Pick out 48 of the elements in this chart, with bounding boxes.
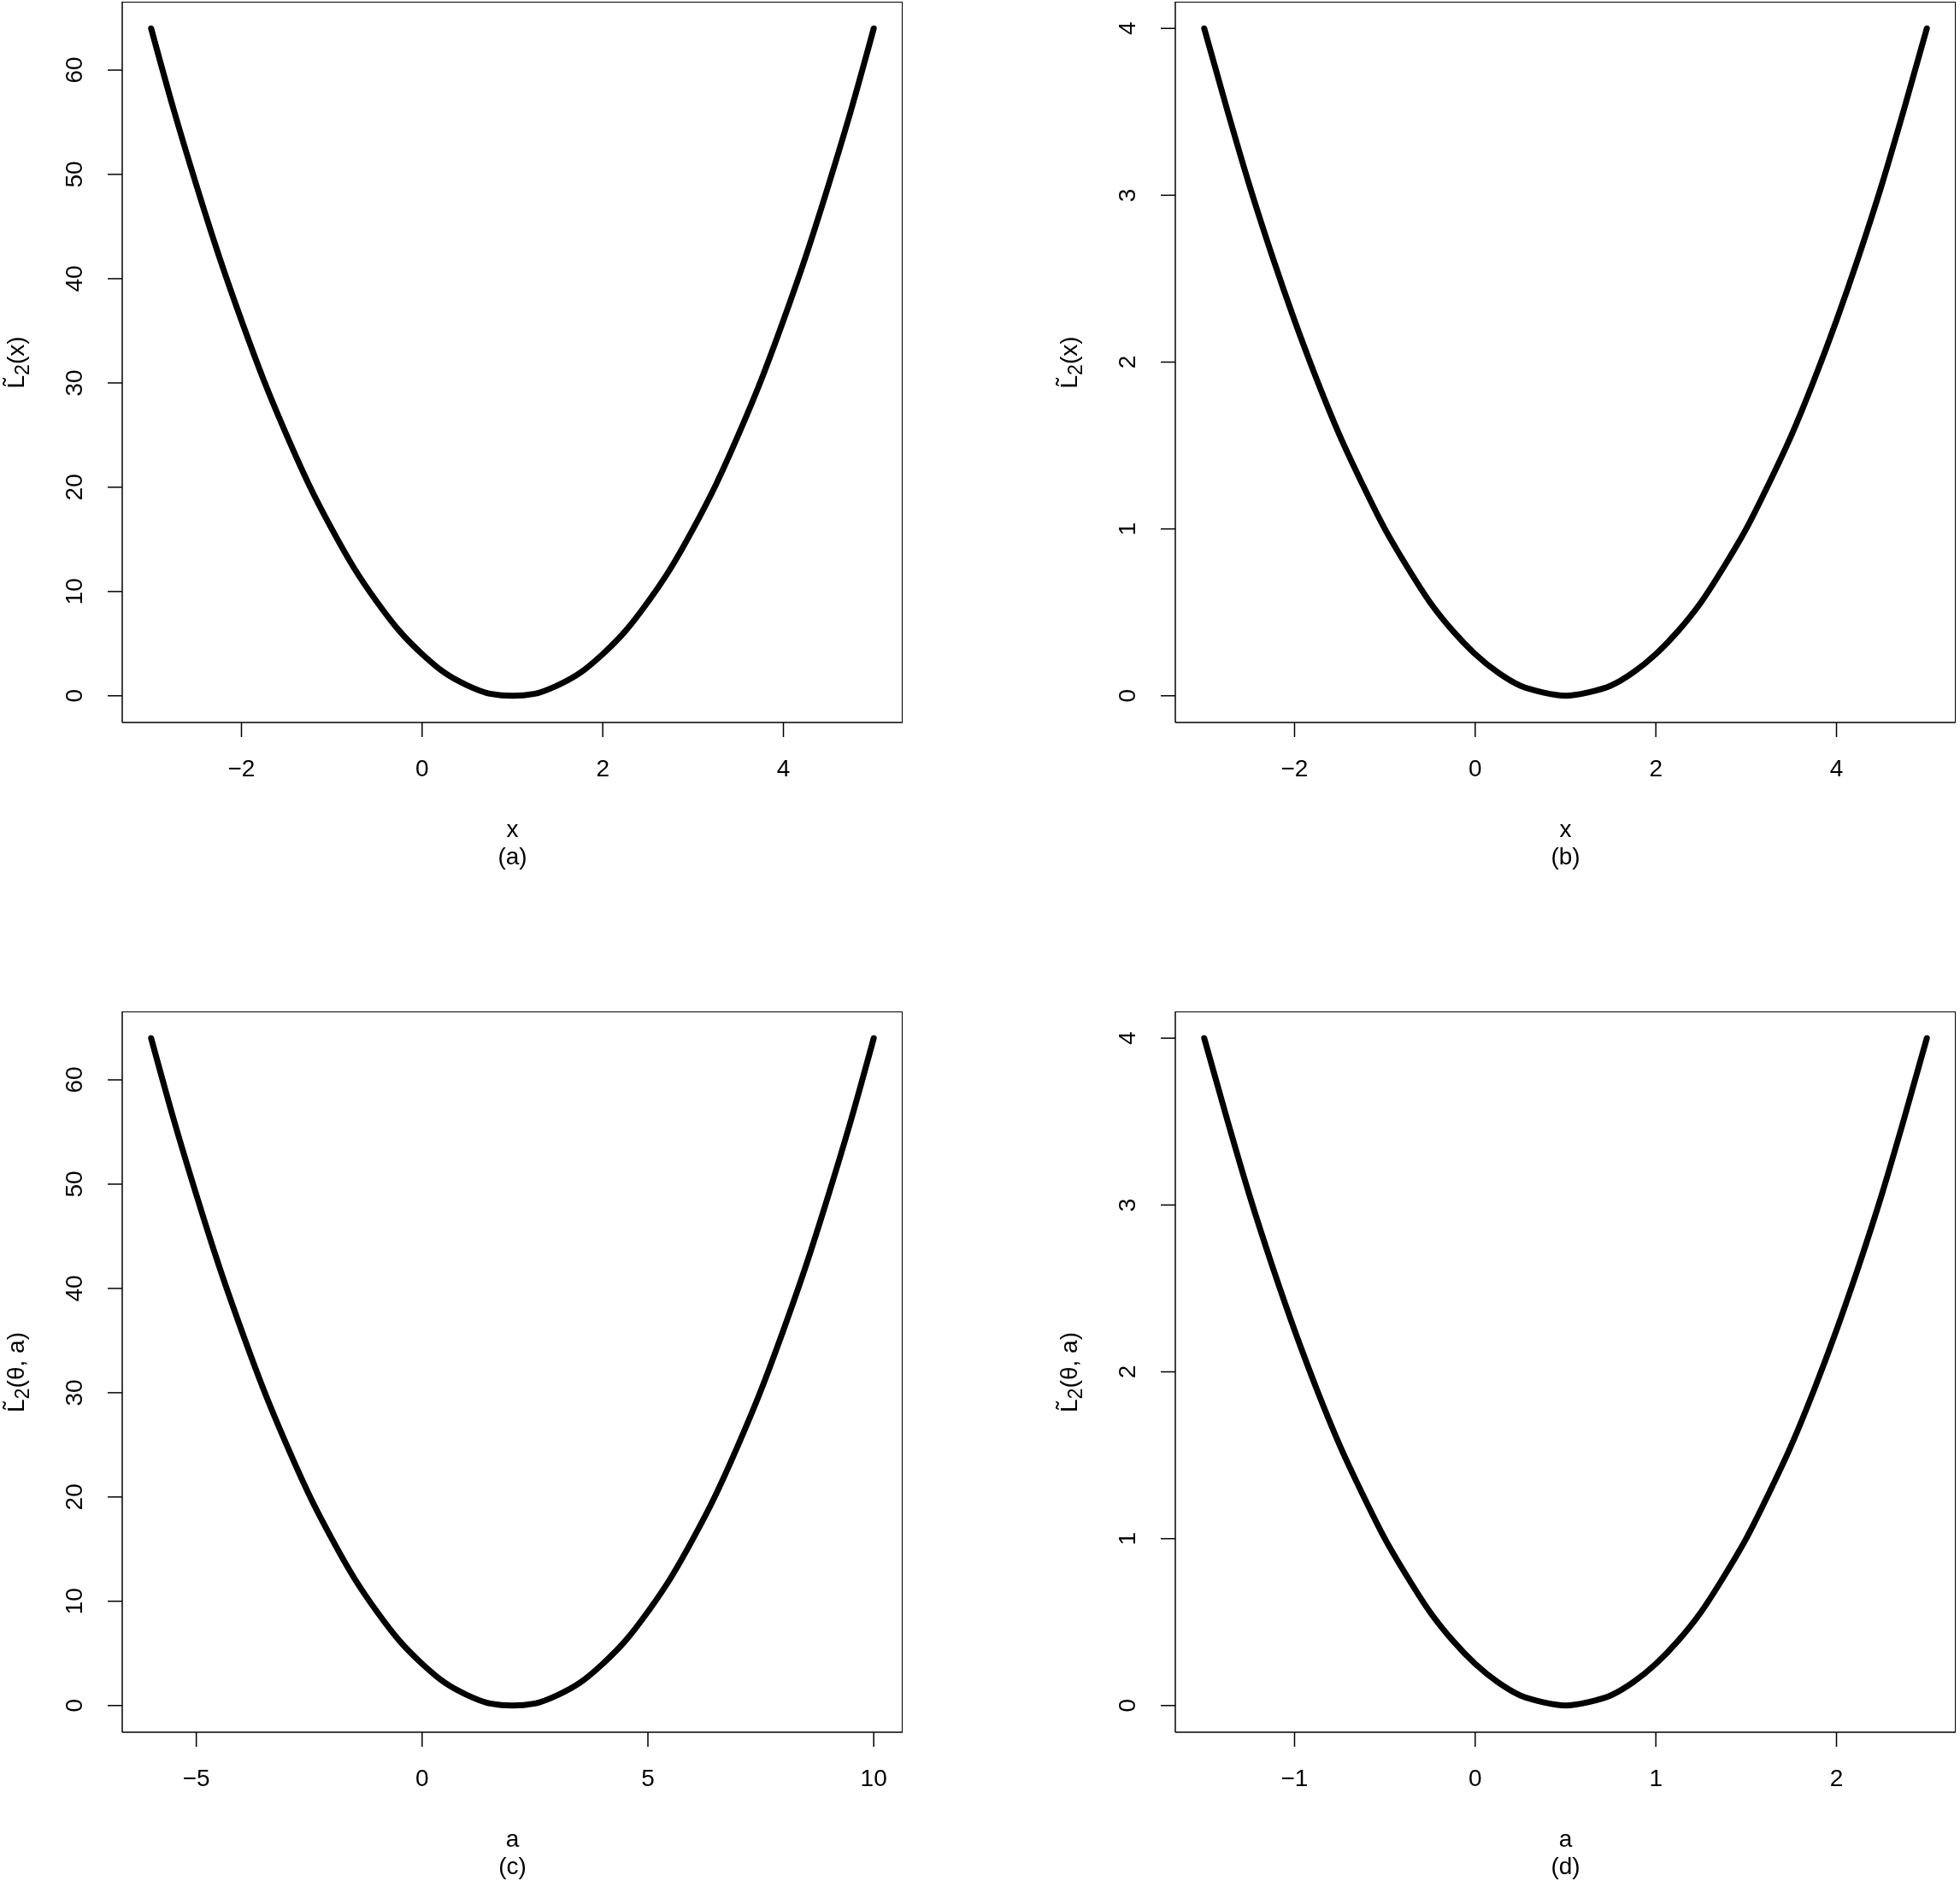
x-tick-label: 2 bbox=[596, 755, 609, 781]
x-tick-label: −2 bbox=[227, 755, 256, 781]
y-tick-label: 3 bbox=[1114, 188, 1140, 203]
x-tick-label: 2 bbox=[1829, 1765, 1844, 1791]
y-tick-label: 60 bbox=[61, 1066, 87, 1094]
y-tick-label: 30 bbox=[61, 369, 87, 397]
y-tick-label: 0 bbox=[61, 688, 87, 703]
x-axis-title: x bbox=[1559, 816, 1572, 842]
y-tick-label: 4 bbox=[1114, 21, 1140, 36]
y-tick-label: 1 bbox=[1114, 1531, 1140, 1546]
x-axis-title: a bbox=[505, 1825, 520, 1852]
y-tick-label: 50 bbox=[61, 161, 87, 188]
x-tick-label: −1 bbox=[1280, 1765, 1309, 1791]
x-tick-label: 0 bbox=[1469, 1765, 1482, 1791]
x-tick-label: 4 bbox=[776, 755, 791, 781]
x-tick-label: −2 bbox=[1280, 755, 1309, 781]
y-tick-label: 1 bbox=[1114, 522, 1140, 536]
x-tick-label: 5 bbox=[641, 1765, 655, 1791]
y-tick-label: 40 bbox=[61, 265, 87, 292]
x-tick-label: −5 bbox=[182, 1765, 210, 1791]
y-tick-label: 20 bbox=[61, 474, 87, 501]
y-tick-label: 0 bbox=[1114, 688, 1140, 703]
y-tick-label: 4 bbox=[1114, 1031, 1140, 1046]
x-tick-label: 1 bbox=[1649, 1765, 1663, 1791]
y-tick-label: 2 bbox=[1114, 355, 1140, 369]
x-tick-label: 4 bbox=[1829, 755, 1844, 781]
y-tick-label: 40 bbox=[61, 1275, 87, 1302]
text: (a) bbox=[497, 843, 527, 870]
y-tick-label: 50 bbox=[61, 1170, 87, 1198]
x-tick-label: 0 bbox=[415, 755, 429, 781]
y-tick-label: 30 bbox=[61, 1379, 87, 1406]
x-tick-label: 10 bbox=[860, 1765, 887, 1791]
x-tick-label: 0 bbox=[415, 1765, 429, 1791]
y-tick-label: 2 bbox=[1114, 1365, 1140, 1379]
text: (b) bbox=[1551, 843, 1580, 870]
y-tick-label: 0 bbox=[1114, 1698, 1140, 1713]
text: (d) bbox=[1551, 1853, 1580, 1879]
x-tick-label: 0 bbox=[1469, 755, 1482, 781]
x-tick-label: 2 bbox=[1649, 755, 1663, 781]
y-tick-label: 3 bbox=[1114, 1198, 1140, 1212]
x-axis-title: a bbox=[1558, 1825, 1573, 1852]
x-axis-title: x bbox=[506, 816, 519, 842]
y-tick-label: 10 bbox=[61, 1588, 87, 1615]
y-tick-label: 60 bbox=[61, 56, 87, 84]
y-tick-label: 20 bbox=[61, 1483, 87, 1511]
text: (c) bbox=[498, 1853, 527, 1879]
y-tick-label: 0 bbox=[61, 1698, 87, 1713]
y-tick-label: 10 bbox=[61, 578, 87, 605]
